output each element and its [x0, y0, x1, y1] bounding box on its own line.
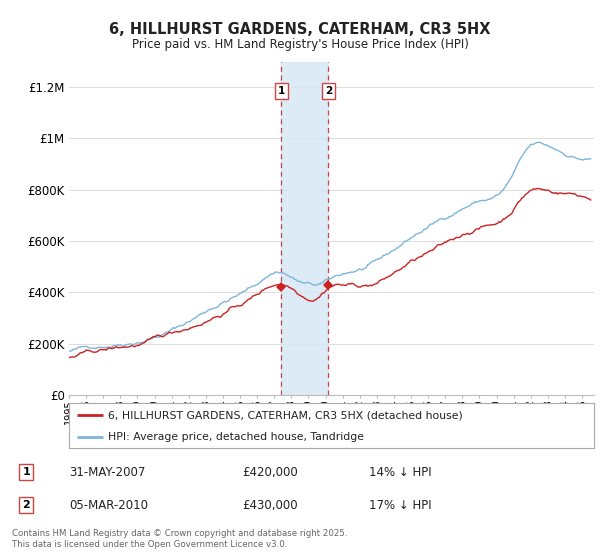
Text: Price paid vs. HM Land Registry's House Price Index (HPI): Price paid vs. HM Land Registry's House … — [131, 38, 469, 50]
Text: 1: 1 — [278, 86, 285, 96]
Text: 17% ↓ HPI: 17% ↓ HPI — [369, 498, 432, 512]
Text: 2: 2 — [325, 86, 332, 96]
Text: 1: 1 — [23, 467, 30, 477]
Text: Contains HM Land Registry data © Crown copyright and database right 2025.
This d: Contains HM Land Registry data © Crown c… — [12, 529, 347, 549]
Text: 05-MAR-2010: 05-MAR-2010 — [70, 498, 149, 512]
Text: £420,000: £420,000 — [242, 465, 298, 479]
Text: HPI: Average price, detached house, Tandridge: HPI: Average price, detached house, Tand… — [109, 432, 364, 442]
Text: £430,000: £430,000 — [242, 498, 298, 512]
Text: 31-MAY-2007: 31-MAY-2007 — [70, 465, 146, 479]
Bar — [281, 62, 328, 395]
Text: 14% ↓ HPI: 14% ↓ HPI — [369, 465, 432, 479]
Text: 6, HILLHURST GARDENS, CATERHAM, CR3 5HX (detached house): 6, HILLHURST GARDENS, CATERHAM, CR3 5HX … — [109, 410, 463, 421]
Text: 6, HILLHURST GARDENS, CATERHAM, CR3 5HX: 6, HILLHURST GARDENS, CATERHAM, CR3 5HX — [109, 22, 491, 38]
Text: 2: 2 — [23, 500, 30, 510]
